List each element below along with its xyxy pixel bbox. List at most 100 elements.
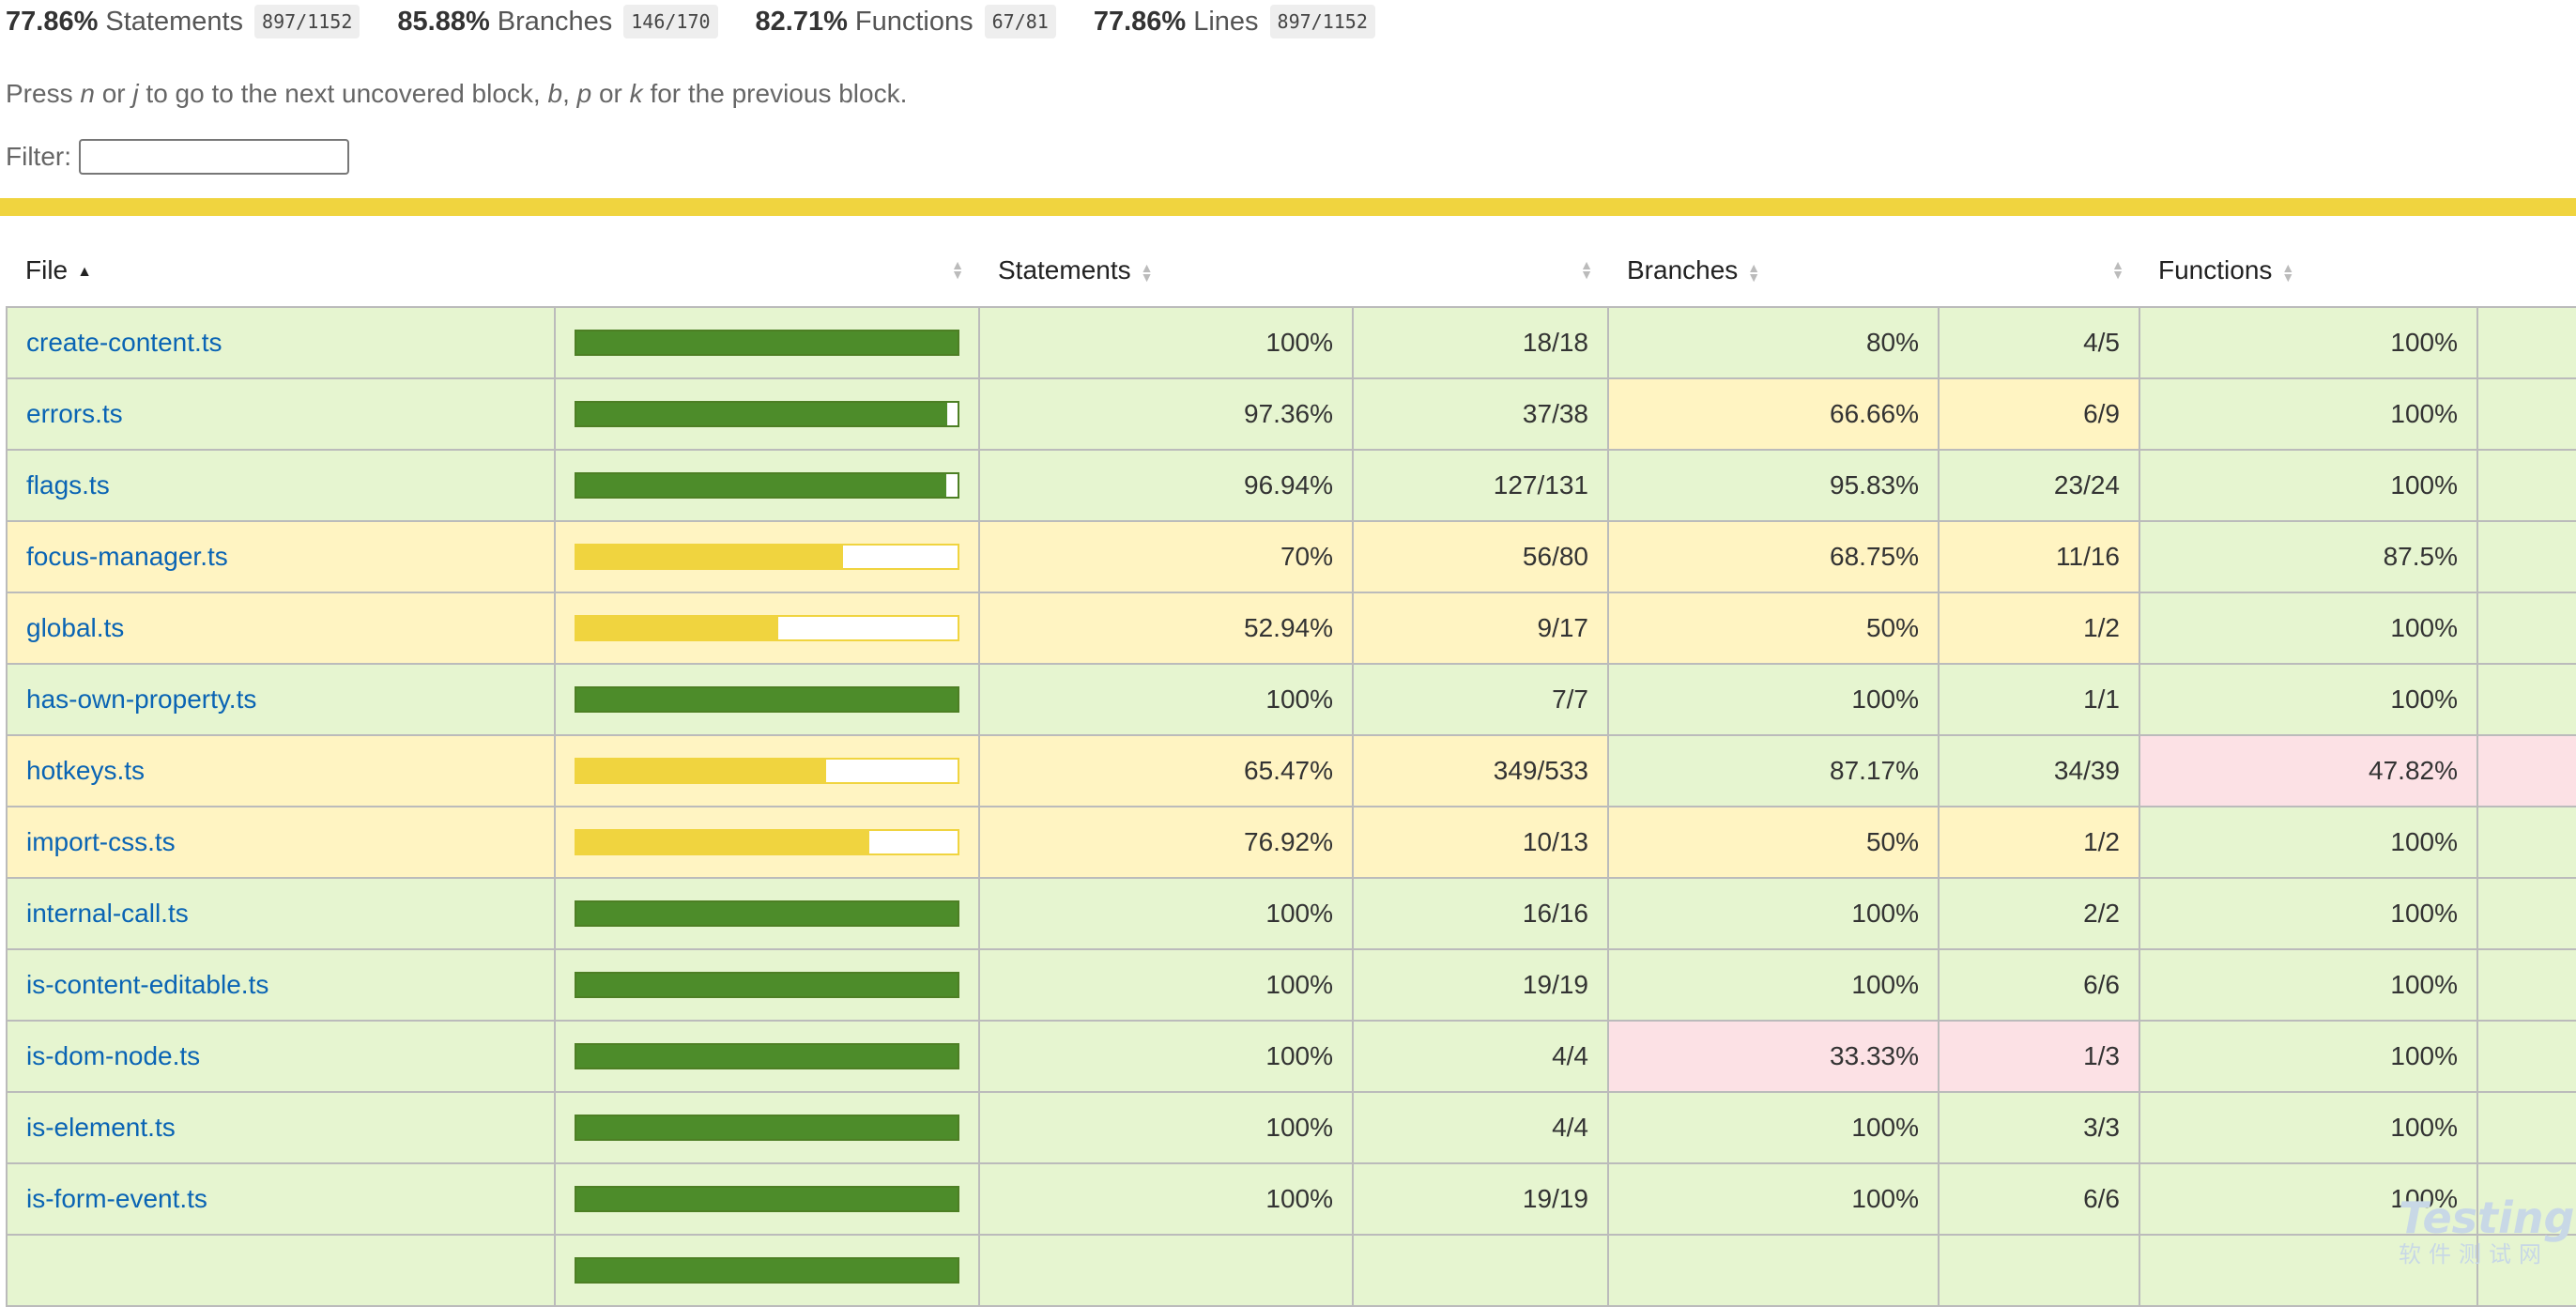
coverage-summary: 77.86% Statements 897/1152 85.88% Branches 14… (6, 2, 1413, 41)
summary-fraction: 897/1152 (254, 5, 360, 38)
summary-fraction: 67/81 (984, 5, 1056, 38)
branches-fraction: 1/1 (1938, 663, 2140, 736)
functions-percent: 100% (2139, 377, 2478, 451)
file-link[interactable]: create-content.ts (26, 328, 222, 357)
file-link[interactable]: focus-manager.ts (26, 542, 228, 571)
coverage-status-bar (0, 198, 2576, 216)
help-text: to go to the next uncovered block, (138, 79, 548, 108)
filter-label: Filter: (6, 142, 71, 171)
statements-fraction: 9/17 (1352, 592, 1609, 665)
file-cell: errors.ts (6, 377, 556, 451)
coverage-bar-cell (554, 1162, 980, 1236)
branches-fraction: 3/3 (1938, 1091, 2140, 1164)
file-cell: import-css.ts (6, 806, 556, 879)
functions-fraction (2476, 734, 2576, 807)
functions-percent: 100% (2139, 877, 2478, 950)
file-link[interactable]: is-dom-node.ts (26, 1041, 201, 1070)
coverage-bar-fill (576, 617, 778, 639)
statements-percent: 76.92% (978, 806, 1354, 879)
functions-percent: 100% (2139, 449, 2478, 522)
coverage-bar-fill (576, 1045, 958, 1068)
coverage-bar (575, 472, 959, 499)
coverage-bar (575, 544, 959, 570)
coverage-bar-fill (576, 831, 870, 853)
coverage-bar-cell (554, 306, 980, 379)
table-row: import-css.ts 76.92% 10/13 50% 1/2 100% (6, 806, 2576, 879)
coverage-bar (575, 1115, 959, 1141)
branches-fraction (1938, 1234, 2140, 1307)
functions-percent: 100% (2139, 306, 2478, 379)
coverage-bar-fill (576, 1188, 958, 1210)
file-header-label: File (25, 255, 69, 284)
statements-percent: 100% (978, 663, 1354, 736)
file-link[interactable]: is-element.ts (26, 1113, 176, 1142)
functions-percent: 100% (2139, 948, 2478, 1022)
branches-percent: 100% (1607, 663, 1940, 736)
functions-column-header[interactable]: Functions ▲ ▼ (2139, 235, 2477, 307)
branches-fraction: 11/16 (1938, 520, 2140, 593)
coverage-bar-fill (576, 331, 958, 354)
file-link[interactable]: global.ts (26, 613, 125, 642)
watermark-logo-text: Testing (2399, 1192, 2575, 1243)
help-key: p (576, 79, 592, 108)
file-link[interactable]: internal-call.ts (26, 899, 189, 928)
summary-label: Functions (854, 6, 974, 37)
summary-label: Statements (105, 6, 244, 37)
summary-metric: 82.71% Functions 67/81 (756, 5, 1056, 38)
coverage-bar-cell (554, 1020, 980, 1093)
coverage-bar-fill (576, 403, 948, 425)
file-link[interactable]: hotkeys.ts (26, 756, 146, 785)
coverage-bar-cell (554, 806, 980, 879)
help-key: b (547, 79, 563, 108)
help-key: j (132, 79, 139, 108)
coverage-bar (575, 330, 959, 356)
statements-percent: 100% (978, 877, 1354, 950)
functions-fraction (2476, 1020, 2576, 1093)
functions-header-label: Functions (2158, 255, 2273, 284)
coverage-bar-fill (576, 974, 958, 996)
branches-percent: 50% (1607, 806, 1940, 879)
file-link[interactable]: is-content-editable.ts (26, 970, 269, 999)
statements-fraction: 10/13 (1352, 806, 1609, 879)
file-column-header[interactable]: File ▲ (7, 235, 555, 307)
table-row: hotkeys.ts 65.47% 349/533 87.17% 34/39 47.82% (6, 734, 2576, 807)
filter-input[interactable] (79, 139, 349, 175)
summary-label: Branches (497, 6, 613, 37)
file-cell: global.ts (6, 592, 556, 665)
branches-column-header[interactable]: Branches ▲ ▼ (1608, 235, 1939, 307)
statements-column-header[interactable]: Statements ▲ ▼ (979, 235, 1353, 307)
branches-header-label: Branches (1627, 255, 1739, 284)
table-row: global.ts 52.94% 9/17 50% 1/2 100% (6, 592, 2576, 665)
coverage-bar-cell (554, 948, 980, 1022)
functions-fraction (2476, 306, 2576, 379)
help-text: Press (6, 79, 81, 108)
branches-percent (1607, 1234, 1940, 1307)
table-row: create-content.ts 100% 18/18 80% 4/5 100% (6, 306, 2576, 379)
functions-fraction-column-header[interactable] (2477, 235, 2576, 307)
file-cell: is-dom-node.ts (6, 1020, 556, 1093)
coverage-bar (575, 829, 959, 855)
file-link[interactable]: import-css.ts (26, 827, 176, 856)
table-row: has-own-property.ts 100% 7/7 100% 1/1 100% (6, 663, 2576, 736)
keyboard-help-text: Press n or j to go to the next uncovered… (6, 79, 907, 109)
table-row: errors.ts 97.36% 37/38 66.66% 6/9 100% (6, 377, 2576, 451)
branches-fraction-column-header[interactable]: ▲ ▼ (1939, 235, 2139, 307)
branches-percent: 66.66% (1607, 377, 1940, 451)
file-link[interactable]: errors.ts (26, 399, 123, 428)
statements-fraction: 349/533 (1352, 734, 1609, 807)
branches-percent: 100% (1607, 1162, 1940, 1236)
functions-fraction (2476, 449, 2576, 522)
file-link[interactable]: is-form-event.ts (26, 1184, 207, 1213)
functions-fraction (2476, 592, 2576, 665)
file-link[interactable]: flags.ts (26, 470, 110, 500)
watermark-caption: 软件测试网 (2399, 1241, 2549, 1268)
help-key: n (80, 79, 95, 108)
statements-fraction-column-header[interactable]: ▲ ▼ (1353, 235, 1608, 307)
file-bar-column-header[interactable]: ▲ ▼ (555, 235, 979, 307)
branches-fraction: 6/6 (1938, 1162, 2140, 1236)
coverage-bar-fill (576, 1116, 958, 1139)
sort-asc-icon: ▲ (77, 263, 92, 280)
branches-fraction: 6/9 (1938, 377, 2140, 451)
functions-fraction (2476, 1091, 2576, 1164)
file-link[interactable]: has-own-property.ts (26, 684, 257, 714)
